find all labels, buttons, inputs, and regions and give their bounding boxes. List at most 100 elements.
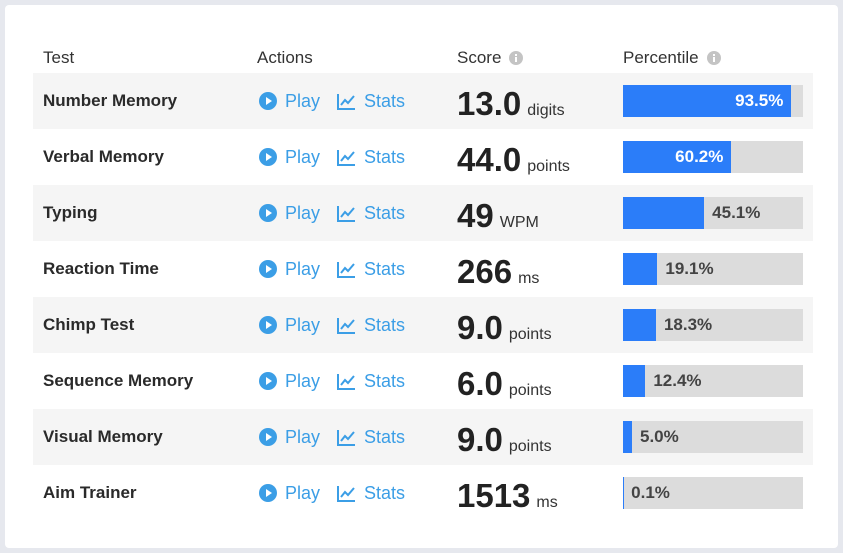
score: 1513 ms [457,477,558,515]
result-row: Aim Trainer Play Stats 1513 ms 0.1% [33,465,813,521]
stats-icon [337,93,355,110]
stats-icon [337,373,355,390]
header-score: Score [457,48,524,68]
result-row: Verbal Memory Play Stats 44.0 points 60.2% [33,129,813,185]
percentile-track: 45.1% [623,197,803,229]
stats-button[interactable]: Stats [337,129,405,185]
result-row: Number Memory Play Stats 13.0 digits 93.5% [33,73,813,129]
test-name: Chimp Test [43,315,135,334]
stats-icon [337,205,355,222]
score-unit: ms [518,270,540,287]
percentile-label: 93.5% [735,91,784,110]
percentile-bar [623,141,732,173]
test-name: Sequence Memory [43,371,194,390]
percentile-track: 19.1% [623,253,803,285]
info-icon[interactable] [706,51,721,65]
score: 266 ms [457,253,539,291]
result-row: Visual Memory Play Stats 9.0 points 5.0% [33,409,813,465]
play-button[interactable]: Play [259,241,320,297]
play-label: Play [285,314,321,335]
stats-button[interactable]: Stats [337,73,405,129]
stats-button[interactable]: Stats [337,297,405,353]
header-actions: Actions [257,48,313,68]
stats-label: Stats [364,202,406,223]
test-name: Typing [43,203,98,222]
result-row: Sequence Memory Play Stats 6.0 points 12.4% [33,353,813,409]
score: 9.0 points [457,421,552,459]
play-icon [259,92,277,110]
header-label: Test [43,48,75,67]
percentile-label: 5.0% [640,427,679,446]
header-label: Actions [257,48,313,67]
score-unit: digits [527,102,565,119]
header-label: Score [457,48,502,67]
play-button[interactable]: Play [259,297,320,353]
stats-button[interactable]: Stats [337,185,405,241]
header-percentile: Percentile [623,48,721,68]
stats-icon [337,429,355,446]
percentile-label: 19.1% [665,259,714,278]
play-button[interactable]: Play [259,465,320,521]
score: 13.0 digits [457,85,565,123]
play-label: Play [285,426,321,447]
stats-button[interactable]: Stats [337,353,405,409]
score-value: 6.0 [457,365,503,402]
test-name: Aim Trainer [43,483,137,502]
play-icon [259,428,277,446]
result-row: Chimp Test Play Stats 9.0 points 18.3% [33,297,813,353]
test-name: Verbal Memory [43,147,164,166]
play-label: Play [285,202,321,223]
stats-label: Stats [364,482,406,503]
score-unit: ms [536,494,558,511]
info-icon[interactable] [509,51,524,65]
stats-button[interactable]: Stats [337,465,405,521]
percentile-track: 93.5% [623,85,803,117]
percentile-label: 60.2% [675,147,724,166]
stats-icon [337,149,355,166]
percentile-label: 12.4% [653,371,702,390]
score-value: 49 [457,197,494,234]
percentile-track: 12.4% [623,365,803,397]
header-label: Percentile [623,48,699,67]
score-unit: points [508,438,552,455]
result-row: Reaction Time Play Stats 266 ms 19.1% [33,241,813,297]
stats-icon [337,261,355,278]
percentile-track: 0.1% [623,477,803,509]
play-label: Play [285,482,321,503]
play-label: Play [285,258,321,279]
play-icon [259,484,277,502]
stats-button[interactable]: Stats [337,241,405,297]
play-button[interactable]: Play [259,73,320,129]
play-icon [259,372,277,390]
play-icon [259,148,277,166]
percentile-bar [623,365,646,397]
score: 44.0 points [457,141,570,179]
score-value: 9.0 [457,421,503,458]
percentile-bar [623,197,705,229]
percentile-label: 18.3% [663,315,713,334]
stats-label: Stats [364,258,406,279]
stats-icon [337,317,355,334]
stats-label: Stats [364,426,406,447]
score-value: 9.0 [457,309,503,346]
score-value: 13.0 [457,85,522,122]
play-button[interactable]: Play [259,409,320,465]
score: 6.0 points [457,365,552,403]
score-unit: points [508,382,552,399]
percentile-bar [623,85,792,117]
score-value: 266 [457,253,513,290]
play-label: Play [285,370,321,391]
test-name: Number Memory [43,91,178,110]
percentile-track: 18.3% [623,309,803,341]
play-icon [259,316,277,334]
score-unit: points [508,326,552,343]
score: 9.0 points [457,309,552,347]
stats-label: Stats [364,146,406,167]
stats-label: Stats [364,314,406,335]
play-button[interactable]: Play [259,185,320,241]
percentile-track: 60.2% [623,141,803,173]
stats-button[interactable]: Stats [337,409,405,465]
play-button[interactable]: Play [259,129,320,185]
play-button[interactable]: Play [259,353,320,409]
